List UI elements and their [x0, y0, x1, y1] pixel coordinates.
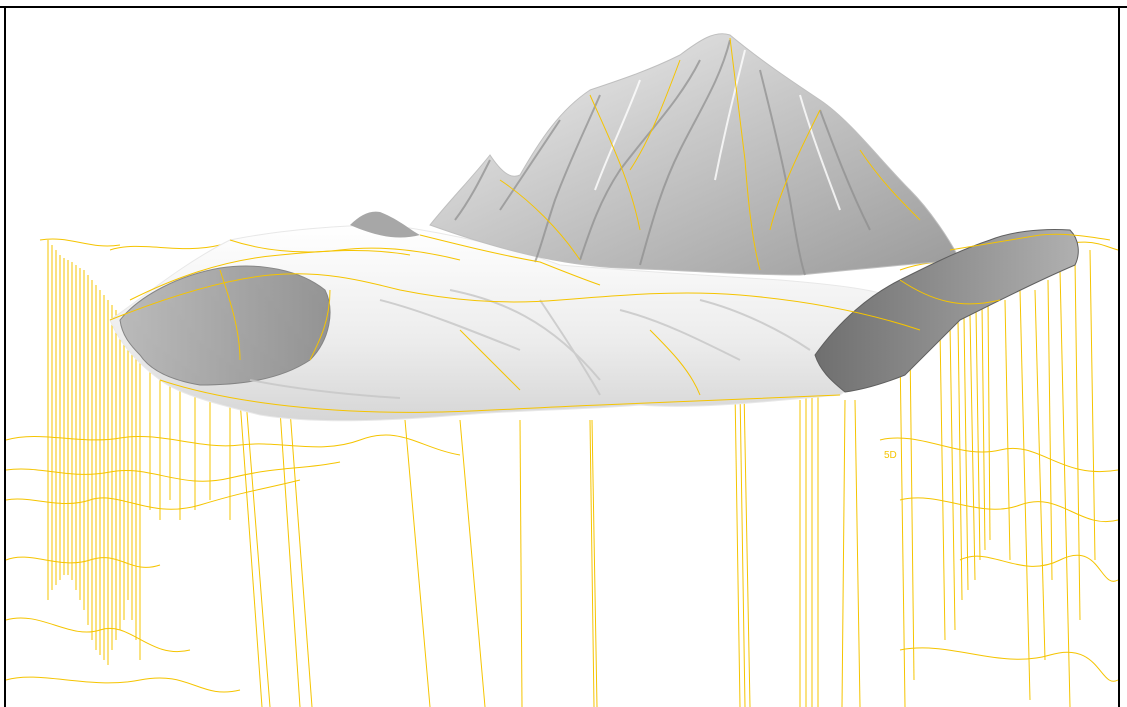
terrain-plateau-relief [249, 289, 811, 399]
terrain-main-peak [429, 33, 961, 276]
wireframe-left-curtain [47, 240, 231, 665]
wireframe-middle-drops [239, 389, 861, 707]
terrain-trail-overlay [109, 37, 1111, 413]
terrain-left-hill [119, 265, 331, 386]
terrain-peak-highlights [594, 49, 841, 211]
terrain-left-summit [350, 211, 420, 238]
viewport-right-border [1118, 6, 1120, 707]
viewport-top-border [0, 6, 1127, 8]
wireframe-contours [5, 234, 1119, 693]
viewport-left-border [4, 6, 6, 707]
terrain-peak-ridges [454, 39, 871, 276]
scene-stray-glyph: 5D [884, 450, 897, 461]
terrain-right-cliff [814, 229, 1079, 393]
